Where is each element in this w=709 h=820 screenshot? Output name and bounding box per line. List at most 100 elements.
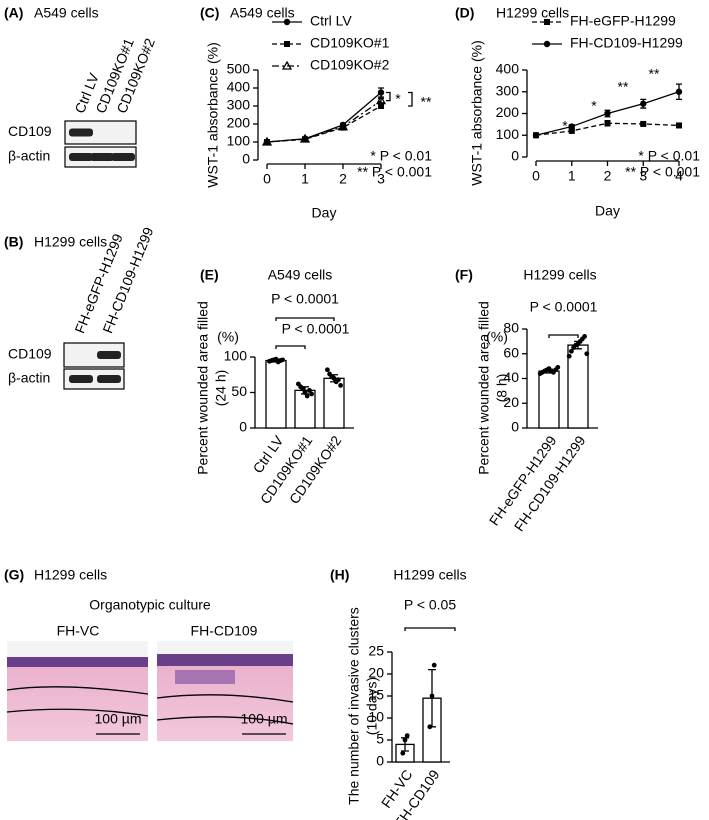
marker [337, 121, 349, 131]
data-point [302, 390, 308, 395]
band [97, 375, 121, 383]
y-tick-label: 300 [496, 82, 520, 98]
y-tick-label: 100 [227, 133, 251, 149]
x-tick-label: 0 [263, 171, 271, 187]
comparison-label: P < 0.0001 [282, 321, 350, 337]
annotation: ** P < 0.001 [625, 164, 700, 180]
image-label: FH-VC [57, 623, 100, 639]
y-tick-label: 400 [227, 79, 251, 95]
annotation: * [562, 118, 568, 134]
histology-image [156, 641, 294, 741]
data-point [304, 393, 310, 399]
legend-marker [283, 18, 291, 26]
marker [299, 133, 311, 143]
band [97, 351, 121, 359]
y-axis-label: The number of invasive clusters [346, 607, 362, 805]
data-point [280, 357, 285, 363]
x-tick-label: 4 [675, 168, 683, 184]
data-point [307, 387, 312, 393]
y-tick-label: 200 [227, 115, 251, 131]
data-point [402, 737, 408, 743]
scale-bar-label: 100 µm [241, 711, 288, 727]
y-axis-label: Percent wounded area filled [195, 301, 211, 475]
x-tick-label: 1 [568, 168, 576, 184]
band [69, 128, 93, 137]
x-axis-label: Day [312, 205, 337, 221]
row-label: β-actin [8, 370, 50, 386]
significance-bracket [404, 627, 456, 631]
y-tick-label: 15 [368, 687, 384, 703]
y-tick-label: 25 [368, 643, 384, 659]
y-tick-label: 0 [239, 419, 247, 435]
annotation: ** [421, 94, 432, 110]
band [69, 153, 93, 161]
x-tick-label: 0 [532, 168, 540, 184]
panel-title: A549 cells [230, 5, 295, 21]
significance-bracket [408, 91, 413, 107]
comparison-label: P < 0.0001 [530, 299, 598, 315]
panel-label: (E) [200, 267, 219, 283]
y-tick-label: 0 [376, 753, 384, 769]
panel-label: (G) [4, 567, 24, 583]
data-point [431, 662, 437, 668]
x-tick-label: 2 [339, 171, 347, 187]
y-tick-label: 100 [496, 126, 520, 142]
data-point [584, 351, 590, 357]
y-tick-label: 40 [503, 369, 519, 385]
y-tick-label: 200 [496, 104, 520, 120]
data-point [300, 386, 306, 392]
series-line [266, 100, 382, 143]
marker [532, 132, 540, 139]
error-bar [378, 97, 384, 104]
x-tick-label: 3 [377, 171, 385, 187]
y-tick-label: 20 [368, 665, 384, 681]
legend-marker [543, 40, 551, 48]
panel-title: H1299 cells [393, 567, 466, 583]
annotation: * P < 0.01 [638, 148, 700, 164]
annotation: * P < 0.01 [370, 148, 432, 164]
legend-label: FH-CD109-H1299 [570, 35, 683, 51]
y-tick-label: 100 [224, 348, 248, 364]
data-point [309, 391, 314, 397]
y-tick-label: 10 [368, 709, 384, 725]
panel-label: (B) [4, 234, 23, 250]
marker [378, 103, 384, 109]
marker [604, 110, 611, 117]
panel-title: H1299 cells [496, 5, 569, 21]
data-point [404, 733, 410, 738]
y-tick-label: 80 [503, 320, 519, 336]
panel-label: (H) [330, 567, 349, 583]
blot-strip [64, 120, 137, 145]
marker [640, 120, 647, 127]
legend-label: Ctrl LV [310, 13, 352, 29]
y-tick-label: 0 [242, 151, 250, 167]
significance-bracket [275, 317, 335, 321]
x-tick-label: 3 [639, 168, 647, 184]
panel-title: A549 cells [34, 5, 99, 21]
marker [377, 89, 385, 96]
marker [568, 127, 575, 134]
data-point [336, 377, 341, 383]
panel-title: H1299 cells [523, 267, 596, 283]
band [69, 375, 93, 383]
panel-subtitle: Organotypic culture [89, 597, 211, 613]
y-tick-label: 500 [227, 61, 251, 77]
panel-label: (A) [4, 5, 23, 21]
x-tick-label: 1 [301, 171, 309, 187]
scale-bar-label: 100 µm [95, 711, 142, 727]
series-line [266, 105, 382, 143]
histology-image [6, 641, 149, 741]
y-tick-label: 0 [511, 419, 519, 435]
annotation: * [395, 91, 401, 107]
legend-marker [284, 41, 290, 47]
legend-label: CD109KO#2 [310, 57, 390, 73]
marker [568, 123, 575, 130]
y-tick-label: 60 [503, 344, 519, 360]
significance-bracket [275, 345, 306, 349]
y-axis-label: Percent wounded area filled [476, 301, 492, 475]
data-point [555, 364, 561, 370]
y-axis-label: WST-1 absorbance (%) [469, 40, 485, 186]
series-line [266, 92, 382, 143]
band [90, 153, 114, 161]
